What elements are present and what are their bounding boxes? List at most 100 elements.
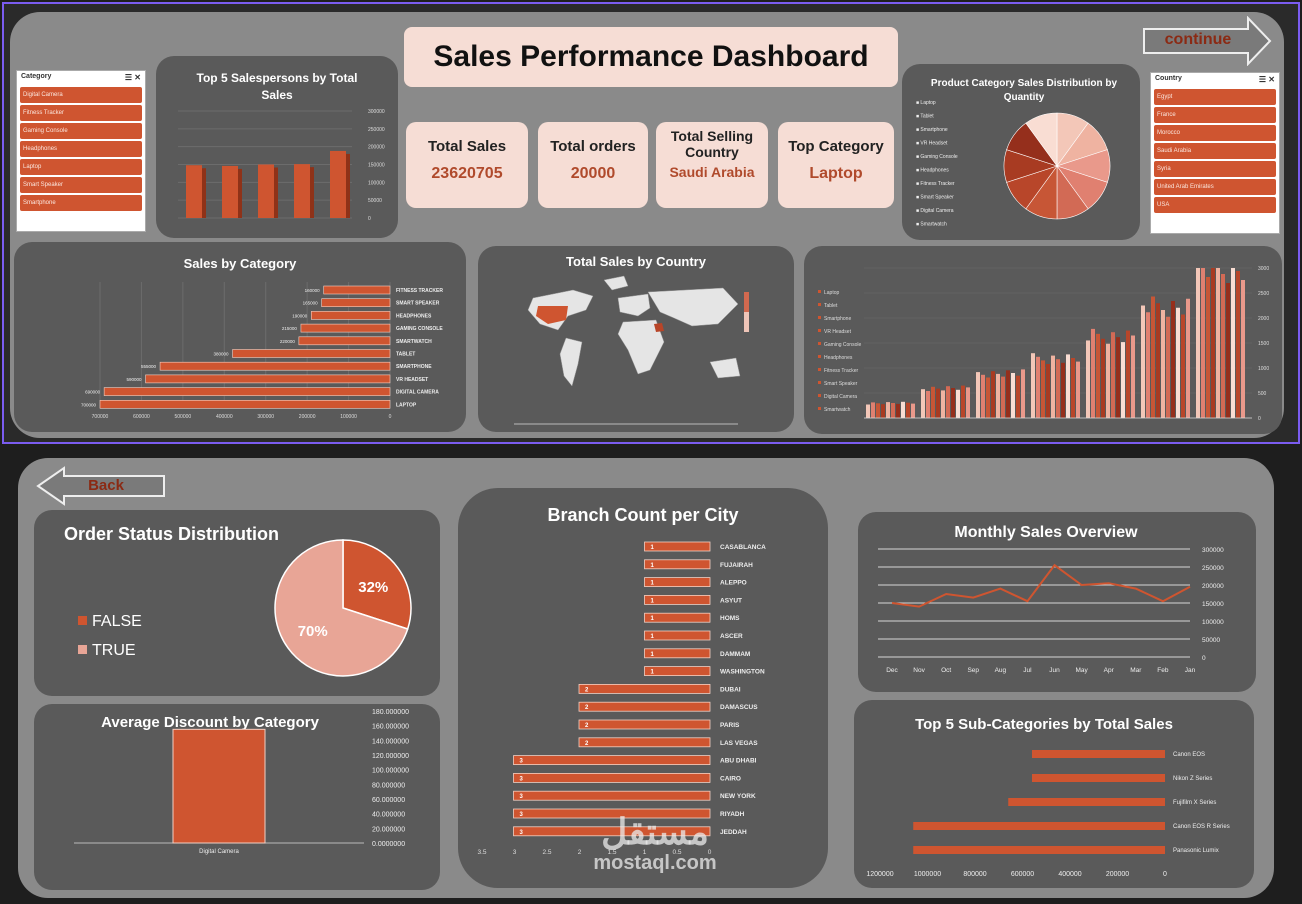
city-label: FUJAIRAH: [720, 562, 753, 569]
column-bar: [966, 387, 970, 418]
column-bar: [1066, 354, 1070, 418]
column-bar: [866, 404, 870, 418]
x-tick-label: 1000000: [914, 871, 941, 878]
category-slicer-item[interactable]: Smartphone: [20, 195, 142, 211]
legend-swatch: [818, 303, 821, 306]
legend-swatch: [818, 342, 821, 345]
branch-bar: [513, 826, 711, 837]
clear-filter-icon[interactable]: ☰ ✕: [1258, 75, 1275, 84]
category-slicer-item[interactable]: Fitness Tracker: [20, 105, 142, 121]
column-bar: [991, 371, 995, 418]
category-slicer-item[interactable]: Laptop: [20, 159, 142, 175]
y-tick-label: 1000: [1258, 366, 1269, 372]
column-bar: [1181, 314, 1185, 418]
order-status-panel: Order Status Distribution FALSE TRUE 32% 70%: [34, 510, 440, 696]
salesperson-bar: [222, 165, 238, 218]
country-slicer-item[interactable]: United Arab Emirates: [1154, 179, 1276, 195]
country-slicer[interactable]: Country ☰ ✕ Egypt France Morocco Saudi Arabi…: [1150, 72, 1280, 234]
category-bar: [323, 285, 391, 295]
data-label: 700000: [81, 402, 97, 407]
column-bar: [1101, 338, 1105, 418]
category-bar: [298, 336, 391, 346]
country-slicer-item[interactable]: USA: [1154, 197, 1276, 213]
color-scale-cell: [744, 292, 749, 297]
city-label: ASCER: [720, 633, 743, 640]
y-tick-label: 200000: [1202, 583, 1224, 590]
country-highlight-usa: [536, 306, 568, 324]
x-tick-label: 300000: [257, 414, 274, 420]
salesperson-bar: [330, 150, 346, 218]
category-slicer-item[interactable]: Headphones: [20, 141, 142, 157]
category-label: SMARTPHONE: [396, 364, 432, 370]
category-slicer-item[interactable]: Smart Speaker: [20, 177, 142, 193]
country-shape: [603, 275, 629, 291]
dashboard-title: Sales Performance Dashboard: [404, 27, 898, 87]
column-bar: [956, 389, 960, 418]
legend-swatch: [818, 290, 821, 293]
column-bar: [1096, 333, 1100, 418]
country-slicer-item[interactable]: Morocco: [1154, 125, 1276, 141]
country-highlight-saudi: [654, 323, 664, 332]
column-bar: [1056, 359, 1060, 418]
column-bar: [1151, 296, 1155, 418]
continue-button[interactable]: continue: [1142, 15, 1272, 67]
category-slicer-item[interactable]: Digital Camera: [20, 87, 142, 103]
city-label: JEDDAH: [720, 829, 747, 836]
bar-shadow: [346, 153, 350, 218]
column-bar: [1111, 332, 1115, 418]
y-tick-label: 50000: [1202, 637, 1220, 644]
legend-item: VR Headset: [824, 329, 852, 335]
column-bar: [931, 386, 935, 418]
x-tick-label: 3: [513, 849, 517, 856]
legend-swatch: [818, 394, 821, 397]
x-tick-label: Apr: [1104, 667, 1115, 674]
column-bar: [1206, 277, 1210, 418]
category-slicer-title: Category: [21, 73, 52, 80]
legend-item: ■ Laptop: [916, 100, 936, 106]
x-tick-label: 1200000: [866, 871, 893, 878]
legend-item: Smart Speaker: [824, 381, 858, 387]
legend-item: ■ Digital Camera: [916, 208, 954, 214]
chart-title: Sales: [261, 88, 293, 102]
x-tick-label: Feb: [1157, 667, 1169, 674]
legend-item: Headphones: [824, 355, 853, 361]
category-slicer[interactable]: Category ☰ ✕ Digital Camera Fitness Tracke…: [16, 70, 146, 232]
kpi-top-category: Top Category Laptop: [778, 122, 894, 208]
chart-title: Monthly Sales Overview: [954, 524, 1138, 541]
category-slicer-item[interactable]: Gaming Console: [20, 123, 142, 139]
watermark-arabic: مستقل: [601, 811, 709, 852]
country-shape: [617, 293, 651, 317]
country-slicer-item[interactable]: Saudi Arabia: [1154, 143, 1276, 159]
kpi-value: Saudi Arabia: [669, 164, 755, 180]
legend-item: Smartwatch: [824, 407, 851, 413]
category-label: FITNESS TRACKER: [396, 288, 443, 294]
legend-swatch: [78, 645, 87, 654]
subcategory-label: Panasonic Lumix: [1173, 848, 1219, 854]
column-bar: [1201, 268, 1205, 418]
legend-item: ■ VR Headset: [916, 141, 948, 147]
legend-swatch: [818, 316, 821, 319]
column-bar: [1016, 375, 1020, 418]
subcategory-label: Canon EOS: [1173, 752, 1205, 758]
column-bar: [1221, 274, 1225, 418]
column-bar: [976, 372, 980, 418]
color-scale-cell: [744, 317, 749, 322]
city-label: ALEPPO: [720, 580, 747, 587]
x-tick-label: 600000: [133, 414, 150, 420]
back-button[interactable]: Back: [36, 466, 166, 506]
column-bar: [1226, 283, 1230, 418]
y-tick-label: 140.000000: [372, 738, 409, 745]
kpi-label: Top Category: [788, 138, 884, 155]
y-tick-label: 300000: [368, 109, 385, 115]
y-tick-label: 50000: [368, 198, 382, 204]
clear-filter-icon[interactable]: ☰ ✕: [124, 73, 141, 82]
country-slicer-item[interactable]: France: [1154, 107, 1276, 123]
x-tick-label: 200000: [299, 414, 316, 420]
country-slicer-item[interactable]: Syria: [1154, 161, 1276, 177]
column-bar: [986, 377, 990, 418]
data-label: 1: [651, 634, 655, 640]
y-tick-label: 180.000000: [372, 709, 409, 716]
category-bar: [310, 311, 391, 320]
country-slicer-item[interactable]: Egypt: [1154, 89, 1276, 105]
watermark: مستقل mostaql.com: [560, 812, 750, 875]
